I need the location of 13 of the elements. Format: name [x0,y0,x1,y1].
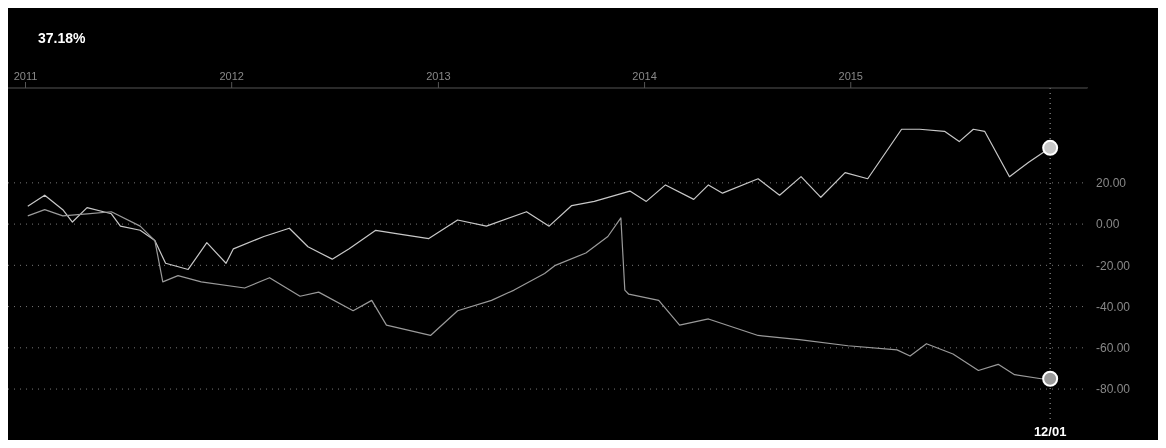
chart-title: 37.18% [38,30,86,46]
x-tick-label: 2012 [219,70,244,82]
y-tick-label: 20.00 [1096,176,1127,191]
x-tick-label: 2013 [426,70,451,82]
y-tick-label: -60.00 [1096,341,1131,356]
x-tick-label: 2011 [13,70,38,82]
y-tick-label: 0.00 [1096,217,1120,232]
x-tick-label: 2014 [632,70,657,82]
ref-line-label: 12/01 [1033,424,1067,439]
y-tick-label: -80.00 [1096,382,1131,397]
x-tick-label: 2015 [838,70,863,82]
y-tick-label: -20.00 [1096,258,1131,273]
y-tick-label: -40.00 [1096,299,1131,314]
